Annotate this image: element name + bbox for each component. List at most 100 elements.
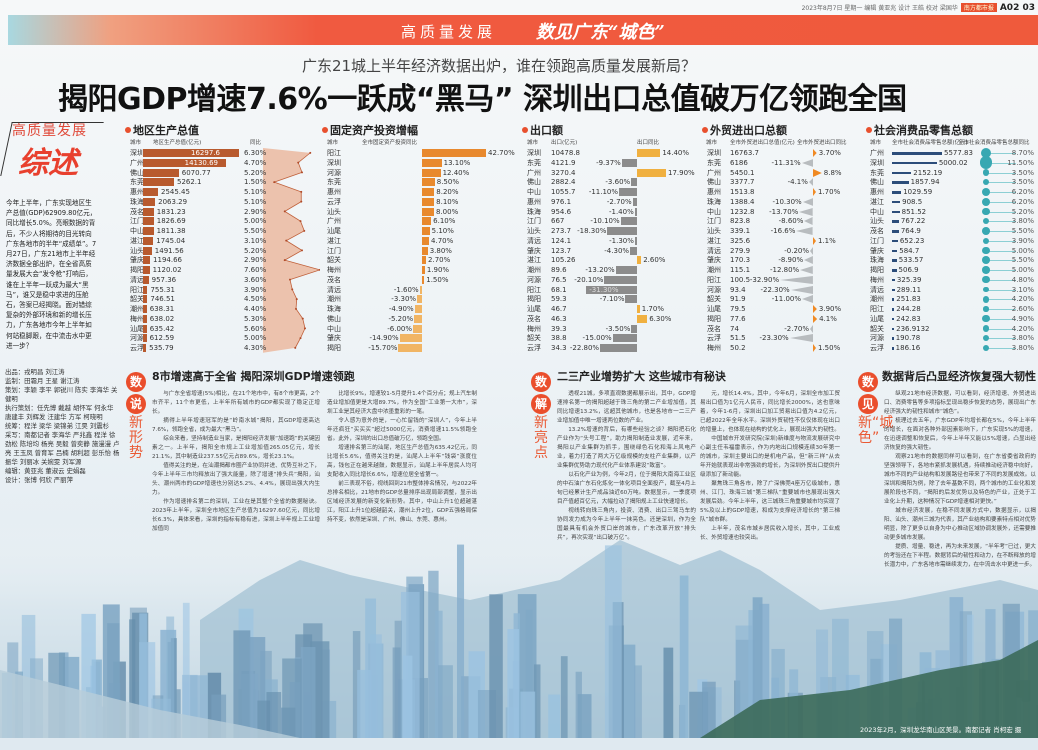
trade-value: 115.1 xyxy=(730,266,751,274)
city-label: 云浮 xyxy=(130,344,144,352)
trade-value: 77.6 xyxy=(730,314,746,323)
table-row: 湛江 4.70% xyxy=(322,236,520,246)
gdp-bar xyxy=(143,266,150,274)
retail-bar xyxy=(892,230,899,233)
credit-line: 设计：张博 何欣 严丽萍 xyxy=(5,476,73,484)
credit-line: 编辑：黄亚兆 董淑云 史娟磊 xyxy=(5,467,86,475)
trade-growth: -13.70% xyxy=(769,207,799,216)
table-row: 东莞 4121.9 -9.37% xyxy=(522,158,700,168)
trade-triangle xyxy=(813,236,816,245)
trade-triangle xyxy=(800,266,813,274)
table-row: 惠州 8.20% xyxy=(322,187,520,197)
export-value: 4121.9 xyxy=(551,158,576,167)
retail-value: 5000.02 xyxy=(938,158,968,167)
growth-point xyxy=(299,220,302,223)
table-row: 佛山 -5.20% xyxy=(322,314,520,324)
city-label: 梅州 xyxy=(130,314,144,323)
growth-value: 5.20% xyxy=(244,246,267,255)
growth-value: 3.10% xyxy=(244,236,267,245)
export-growth: -3.60% xyxy=(605,178,631,187)
export-growth: 2.60% xyxy=(643,256,666,265)
trade-triangle xyxy=(801,158,813,167)
retail-growth-dot xyxy=(982,335,990,342)
gdp-bar xyxy=(143,344,147,352)
hill-trees xyxy=(700,640,1038,738)
export-growth: -18.30% xyxy=(577,227,607,235)
investment-value: 8.10% xyxy=(436,197,459,206)
city-skyline-photo xyxy=(0,520,1038,738)
trade-triangle xyxy=(813,168,822,177)
export-bar xyxy=(634,236,637,245)
section-title: 数据背后凸显经济恢复强大韧性 xyxy=(882,370,1036,383)
trade-triangle xyxy=(804,217,813,226)
table-row: 茂名 1.50% xyxy=(322,275,520,285)
retail-growth: 4.80% xyxy=(1011,275,1034,284)
city-label: 云浮 xyxy=(870,344,884,352)
city-label: 韶关 xyxy=(707,295,721,304)
trade-triangle xyxy=(789,334,813,343)
table-row: 潮州 -3.30% xyxy=(322,294,520,304)
trade-value: 91.9 xyxy=(730,295,746,304)
trade-value: 1513.8 xyxy=(730,188,755,196)
table-row: 汕头 8.00% xyxy=(322,207,520,217)
city-label: 惠州 xyxy=(870,188,884,196)
investment-value: 4.70% xyxy=(431,236,454,245)
investment-bar xyxy=(422,178,435,187)
city-label: 云浮 xyxy=(707,334,721,343)
export-value: 667 xyxy=(551,217,565,226)
growth-point xyxy=(289,278,291,281)
export-bar xyxy=(620,217,637,226)
gdp-bar xyxy=(143,314,147,323)
trade-growth: -11.00% xyxy=(771,295,801,304)
chart-header: 城市 xyxy=(706,140,718,146)
growth-point xyxy=(303,229,306,232)
section-badge: 数说新形势 xyxy=(126,372,146,461)
investment-value: -1.60% xyxy=(393,285,419,294)
city-label: 汕尾 xyxy=(327,227,341,235)
retail-bar xyxy=(892,161,937,165)
city-label: 肇庆 xyxy=(870,246,884,255)
gdp-bar xyxy=(143,324,147,333)
investment-value: 3.80% xyxy=(429,246,452,255)
trade-value: 5450.1 xyxy=(730,168,755,177)
growth-value: 5.30% xyxy=(244,314,267,323)
investment-value: -4.90% xyxy=(388,305,414,313)
article-paragraph: 以石化产业为例，今年2月，位于揭阳大南海工业区的中石油广东石化炼化一体化项目全面… xyxy=(557,472,696,505)
table-row: 江门 667 -10.10% xyxy=(522,216,700,226)
city-label: 揭阳 xyxy=(130,266,144,274)
export-growth: -31.30% xyxy=(589,285,619,294)
building xyxy=(438,665,453,738)
table-row: 广州 5577.83 8.70% xyxy=(866,147,1036,159)
city-label: 江门 xyxy=(327,246,341,255)
export-bar xyxy=(607,227,637,235)
export-value: 10478.8 xyxy=(551,149,580,157)
city-label: 深圳 xyxy=(327,158,341,167)
table-row: 中山 1232.8 -13.70% xyxy=(702,207,865,217)
export-value: 3270.4 xyxy=(551,168,576,177)
retail-growth-line xyxy=(986,309,1016,310)
building xyxy=(533,664,541,738)
city-label: 江门 xyxy=(707,217,721,226)
table-row: 阳江 244.28 2.60% xyxy=(866,304,1036,314)
export-growth: -3.50% xyxy=(605,324,631,333)
investment-value: 2.70% xyxy=(428,256,451,265)
city-label: 清远 xyxy=(707,246,721,255)
retail-growth-dot xyxy=(982,325,990,332)
trade-growth: 1.50% xyxy=(818,344,841,352)
investment-value: 5.10% xyxy=(431,227,454,235)
building xyxy=(139,613,147,738)
investment-bar xyxy=(422,158,442,167)
retail-bar xyxy=(892,298,895,301)
city-label: 东莞 xyxy=(707,158,721,167)
retail-growth: 4.20% xyxy=(1011,295,1034,304)
trade-growth: -32.90% xyxy=(749,275,780,284)
table-row: 云浮 34.3 -22.80% xyxy=(522,343,700,353)
article-paragraph: 增速排名第三的汕尾，地区生产总值为635.42亿元，同比增长5.6%，值得关注的… xyxy=(327,445,477,478)
retail-value: 244.28 xyxy=(896,305,921,313)
city-label: 东莞 xyxy=(870,168,884,177)
investment-bar xyxy=(413,324,422,333)
article-column: 透视21城，多项直观数据都展示出，其中，GDP增速排名第一的揭阳超越于珠三角的第… xyxy=(557,390,696,543)
table-row: 河源 190.78 3.80% xyxy=(866,333,1036,343)
growth-point xyxy=(285,239,288,242)
growth-point xyxy=(304,327,306,330)
